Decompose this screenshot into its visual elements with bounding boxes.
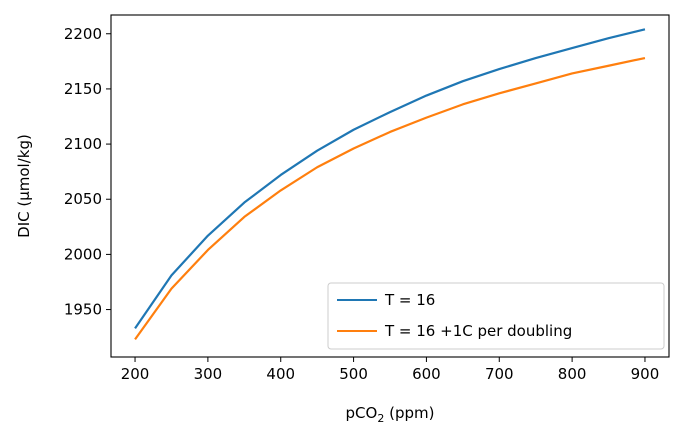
x-axis: 200 300 400 500 600 700 800 900	[121, 357, 660, 383]
y-axis: 1950 2000 2050 2100 2150 2200	[64, 25, 111, 319]
x-tick-label: 600	[412, 365, 441, 383]
x-tick-label: 800	[558, 365, 587, 383]
plot-area-frame	[110, 14, 670, 358]
x-axis-title-subscript: 2	[377, 412, 384, 425]
x-axis-title: pCO2 (ppm)	[346, 404, 435, 425]
series-line-t16-plus1c	[134, 56, 646, 340]
x-tick-label: 300	[194, 365, 223, 383]
y-tick-label: 2200	[64, 25, 102, 43]
series-line-t16	[134, 28, 646, 329]
y-tick-label: 2100	[64, 135, 102, 153]
y-tick-label: 2050	[64, 190, 102, 208]
x-tick-label: 500	[339, 365, 368, 383]
legend: T = 16 T = 16 +1C per doubling	[327, 282, 665, 350]
x-tick-label: 400	[266, 365, 295, 383]
x-axis-title-suffix: (ppm)	[384, 404, 434, 422]
x-axis-title-main: pCO	[346, 404, 378, 422]
x-tick-label: 200	[121, 365, 150, 383]
y-tick-label: 2150	[64, 80, 102, 98]
x-tick-label: 900	[631, 365, 660, 383]
legend-label-t16: T = 16	[384, 291, 435, 309]
y-tick-label: 1950	[64, 301, 102, 319]
x-tick-label: 700	[485, 365, 514, 383]
series-layer	[134, 28, 646, 340]
legend-box	[327, 282, 665, 350]
y-axis-title: DIC (µmol/kg)	[15, 134, 33, 238]
legend-label-t16-plus1c: T = 16 +1C per doubling	[384, 322, 572, 340]
y-tick-label: 2000	[64, 245, 102, 263]
